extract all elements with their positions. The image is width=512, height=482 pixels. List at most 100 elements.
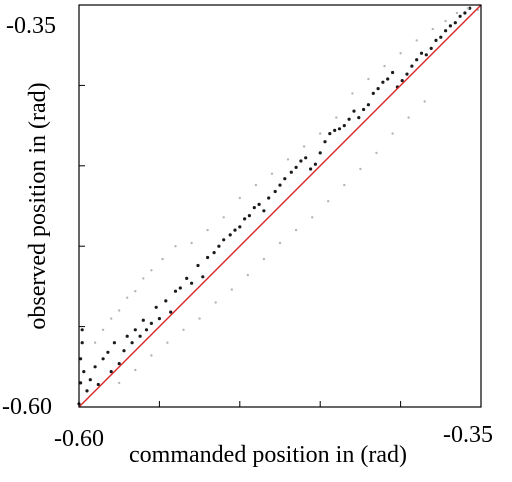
data-point bbox=[138, 334, 142, 338]
data-point bbox=[333, 128, 337, 132]
data-point bbox=[431, 27, 434, 31]
data-point bbox=[342, 124, 346, 128]
data-point bbox=[313, 162, 317, 166]
data-point bbox=[144, 328, 149, 332]
data-point bbox=[217, 244, 221, 248]
data-point bbox=[407, 116, 410, 119]
data-point bbox=[154, 305, 158, 309]
data-point bbox=[357, 116, 361, 120]
data-point bbox=[134, 290, 137, 293]
data-point bbox=[448, 24, 452, 28]
data-point bbox=[453, 21, 457, 25]
data-point bbox=[133, 328, 137, 332]
data-point bbox=[343, 183, 346, 187]
data-point bbox=[149, 321, 153, 325]
data-point bbox=[362, 107, 366, 112]
data-point bbox=[82, 370, 86, 374]
data-point bbox=[233, 228, 237, 232]
x-tick-label-max: -0.35 bbox=[443, 422, 493, 448]
data-point bbox=[444, 29, 448, 33]
data-point bbox=[141, 318, 145, 322]
data-point bbox=[351, 92, 354, 95]
data-point bbox=[415, 39, 418, 42]
data-point bbox=[198, 317, 201, 320]
data-point bbox=[424, 53, 428, 57]
data-point bbox=[88, 378, 92, 382]
data-point bbox=[375, 151, 378, 155]
data-point bbox=[243, 217, 247, 221]
data-point bbox=[337, 127, 342, 131]
data-point bbox=[439, 35, 443, 39]
data-point bbox=[238, 196, 241, 200]
data-point bbox=[309, 167, 313, 171]
data-point bbox=[80, 328, 84, 332]
data-point bbox=[238, 225, 242, 229]
data-point bbox=[110, 317, 113, 320]
data-point bbox=[174, 245, 177, 248]
data-point bbox=[150, 354, 153, 357]
data-point bbox=[410, 64, 414, 68]
data-point bbox=[161, 257, 164, 261]
data-point bbox=[93, 365, 97, 369]
data-point bbox=[262, 209, 266, 213]
data-point bbox=[311, 216, 314, 219]
plot-frame bbox=[78, 4, 482, 408]
data-point bbox=[429, 46, 433, 51]
data-point bbox=[252, 206, 256, 210]
data-point bbox=[302, 145, 306, 148]
data-point bbox=[434, 38, 438, 43]
data-point bbox=[118, 309, 121, 312]
data-point bbox=[190, 281, 194, 285]
data-point bbox=[101, 328, 105, 331]
data-point bbox=[335, 116, 338, 119]
data-point bbox=[182, 328, 185, 331]
data-point bbox=[383, 64, 386, 68]
y-tick-label-min: -0.60 bbox=[2, 394, 52, 420]
data-point bbox=[278, 241, 282, 245]
data-point bbox=[257, 202, 261, 206]
data-point bbox=[117, 362, 121, 366]
data-point bbox=[214, 301, 217, 304]
data-point bbox=[304, 156, 308, 160]
data-point bbox=[286, 158, 290, 161]
data-point bbox=[352, 109, 356, 113]
data-point bbox=[206, 255, 210, 260]
x-axis-label: commanded position in (rad) bbox=[129, 442, 407, 468]
data-point bbox=[106, 350, 110, 354]
data-point bbox=[405, 72, 409, 76]
x-tick-label-min: -0.60 bbox=[54, 426, 104, 452]
data-point bbox=[466, 7, 470, 10]
data-point bbox=[206, 228, 209, 232]
data-point bbox=[254, 183, 258, 187]
data-point bbox=[463, 11, 467, 15]
data-point bbox=[270, 172, 274, 175]
data-point bbox=[419, 51, 424, 55]
data-point bbox=[122, 349, 126, 353]
data-point bbox=[118, 381, 121, 385]
data-point bbox=[278, 183, 282, 187]
data-point bbox=[399, 52, 402, 55]
data-point bbox=[112, 341, 116, 345]
data-point bbox=[164, 299, 168, 303]
data-point bbox=[319, 132, 322, 135]
data-point bbox=[455, 11, 459, 15]
data-point bbox=[109, 370, 113, 374]
data-point bbox=[267, 196, 271, 200]
data-point bbox=[323, 140, 327, 144]
data-point bbox=[386, 77, 390, 81]
data-point bbox=[169, 310, 173, 314]
data-point bbox=[142, 277, 145, 280]
data-point bbox=[391, 132, 394, 135]
data-point bbox=[230, 288, 233, 291]
data-point bbox=[157, 317, 161, 321]
y-axis-label: observed position in (rad) bbox=[25, 82, 51, 329]
data-point bbox=[359, 167, 362, 171]
data-point bbox=[328, 132, 332, 136]
data-point bbox=[130, 341, 134, 345]
data-point bbox=[93, 341, 97, 344]
data-point bbox=[299, 159, 303, 163]
data-point bbox=[101, 357, 105, 361]
data-point bbox=[222, 238, 226, 242]
data-point bbox=[458, 14, 462, 18]
